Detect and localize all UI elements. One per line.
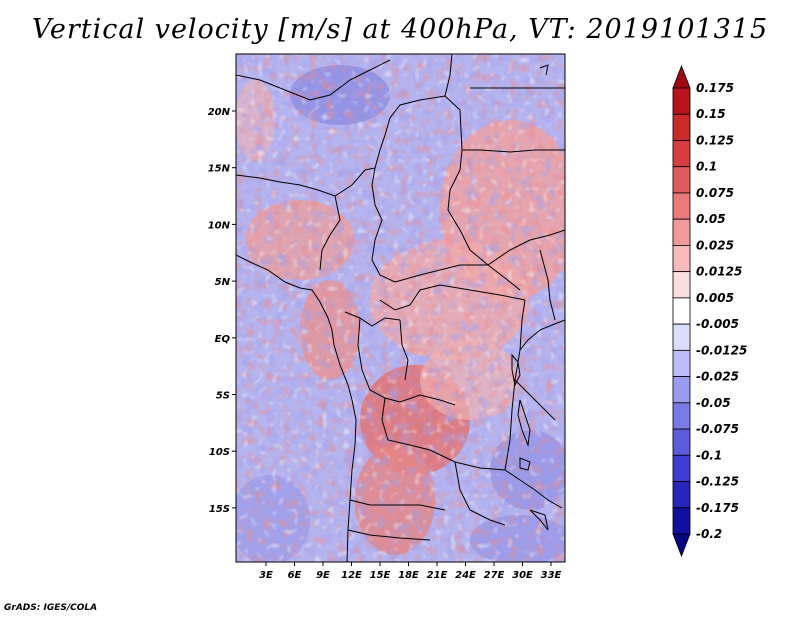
lon-tick-label: 9E (316, 570, 330, 581)
colorbar: 0.175 0.15 0.125 0.1 0.075 0.05 0.025 0.0125 0.0… (672, 64, 747, 558)
lon-tick-label: 30E (512, 570, 533, 581)
colorbar-label: -0.175 (696, 501, 739, 515)
colorbar-bin (672, 454, 691, 482)
lon-tick-label: 15E (370, 570, 391, 581)
colorbar-label: -0.05 (696, 396, 731, 410)
colorbar-top-arrow (672, 64, 691, 89)
latitude-axis: 20N 15N 10N 5N EQ 5S 10S 15S (208, 107, 236, 515)
lat-tick-label: 10N (208, 220, 231, 231)
colorbar-bin (672, 140, 691, 168)
colorbar-label: 0.0125 (696, 265, 742, 279)
colorbar-label: -0.1 (696, 448, 722, 462)
lat-tick-label: 15N (208, 164, 231, 175)
country-borders (236, 54, 565, 562)
colorbar-label: -0.025 (696, 370, 739, 384)
colorbar-bottom-arrow (672, 533, 691, 558)
lon-tick-label: 24E (455, 570, 476, 581)
lon-tick-label: 12E (341, 570, 362, 581)
colorbar-bin (672, 87, 691, 115)
colorbar-label: 0.05 (696, 212, 726, 226)
map-frame (235, 53, 566, 563)
lat-tick-label: EQ (215, 334, 231, 345)
colorbar-label: 0.125 (696, 133, 734, 147)
lon-tick-label: 3E (259, 570, 273, 581)
longitude-axis: 3E 6E 9E 12E 15E 18E 21E 24E 27E 30E 33E (259, 562, 562, 581)
colorbar-label: -0.0125 (696, 343, 747, 357)
colorbar-bin (672, 376, 691, 404)
colorbar-bin (672, 402, 691, 430)
lat-tick-label: 20N (208, 107, 231, 118)
colorbar-label: 0.1 (696, 160, 717, 174)
lat-tick-label: 15S (209, 504, 230, 515)
colorbar-label: -0.125 (696, 475, 739, 489)
lat-tick-label: 5N (215, 277, 231, 288)
colorbar-bin (672, 349, 691, 377)
colorbar-bin (672, 245, 691, 273)
colorbar-label: 0.075 (696, 186, 734, 200)
colorbar-bin (672, 192, 691, 220)
colorbar-label: 0.175 (696, 81, 734, 95)
colorbar-bin (672, 481, 691, 509)
colorbar-bin (672, 323, 691, 351)
lon-tick-label: 33E (541, 570, 562, 581)
colorbar-label: 0.025 (696, 238, 734, 252)
chart-title: Vertical velocity [m/s] at 400hPa, VT: 2… (31, 14, 769, 45)
lat-tick-label: 5S (216, 391, 230, 402)
colorbar-bin (672, 166, 691, 194)
lon-tick-label: 27E (484, 570, 505, 581)
colorbar-bin (672, 428, 691, 456)
colorbar-label: -0.005 (696, 317, 739, 331)
grads-credit: GrADS: IGES/COLA (4, 603, 98, 613)
lon-tick-label: 6E (288, 570, 302, 581)
lon-tick-label: 21E (427, 570, 448, 581)
colorbar-bin (672, 507, 691, 535)
colorbar-label: -0.2 (696, 527, 722, 541)
colorbar-label: 0.005 (696, 291, 734, 305)
colorbar-bin (672, 113, 691, 141)
lon-tick-label: 18E (398, 570, 419, 581)
velocity-field (236, 54, 565, 562)
colorbar-label: -0.075 (696, 422, 739, 436)
colorbar-bin (672, 271, 691, 299)
lat-tick-label: 10S (209, 447, 230, 458)
colorbar-bin (672, 218, 691, 246)
colorbar-bin (672, 297, 691, 325)
colorbar-label: 0.15 (696, 107, 726, 121)
